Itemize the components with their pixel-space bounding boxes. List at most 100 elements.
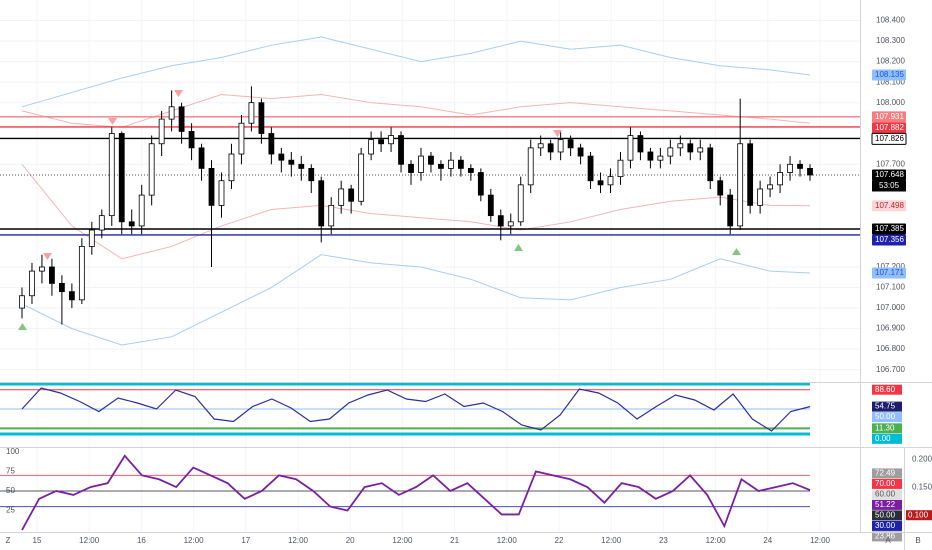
osc-label-bg — [872, 384, 902, 395]
candle-body — [278, 153, 285, 161]
candle-body — [547, 143, 554, 153]
candle-body — [747, 143, 754, 206]
candle-body — [268, 133, 275, 155]
countdown-bg — [872, 180, 906, 192]
candle-body — [697, 147, 704, 153]
candle-body — [238, 122, 245, 155]
candle-body — [29, 270, 35, 297]
candle-body — [457, 159, 464, 169]
candle-body — [148, 143, 155, 196]
sell-signal — [43, 253, 52, 260]
price-label-bg — [872, 267, 906, 279]
corner-label: A — [885, 536, 891, 545]
rsi-y2-tick-label: 0.150 — [912, 482, 932, 491]
x-tick-label: 12:00 — [497, 536, 518, 545]
candle-body — [158, 118, 165, 145]
y-tick-label: 108.000 — [876, 98, 905, 107]
candle-body — [138, 194, 145, 227]
candle-body — [477, 172, 484, 196]
rsi-label: 60.00 — [875, 490, 896, 499]
y-tick-label: 106.700 — [876, 365, 905, 374]
candle-body — [98, 215, 105, 231]
band — [21, 163, 811, 260]
rsi-label: 50.00 — [875, 511, 896, 520]
candle-body — [767, 184, 774, 190]
candle-body — [797, 163, 803, 169]
candle-body — [108, 133, 115, 217]
candle-body — [368, 139, 375, 155]
candle-body — [677, 143, 684, 149]
candle-body — [567, 139, 574, 149]
candle-body — [467, 168, 474, 173]
rsi-tick-label: 100 — [6, 447, 20, 456]
candle-body — [448, 159, 454, 169]
rsi-tick-label: 25 — [6, 506, 15, 515]
candle-body — [717, 180, 724, 196]
candle-body — [178, 106, 185, 132]
candle-body — [507, 221, 514, 227]
x-tick-label: 12:00 — [601, 536, 622, 545]
candle-body — [49, 266, 55, 284]
y-tick-label: 106.800 — [876, 344, 905, 353]
x-tick-label: 17 — [241, 536, 250, 545]
candle-body — [757, 188, 764, 206]
osc-label-bg — [872, 412, 902, 423]
candle-body — [438, 163, 444, 169]
candle-body — [487, 194, 494, 217]
osc-line — [21, 387, 811, 432]
osc-label-bg — [872, 401, 902, 412]
osc-label: 50.00 — [875, 412, 896, 421]
osc-label: 11.30 — [875, 423, 895, 432]
candle-body — [398, 135, 404, 165]
candle-body — [68, 291, 75, 301]
rsi-label: 51.22 — [875, 500, 896, 509]
candle-body — [557, 139, 564, 153]
candle-body — [627, 135, 634, 161]
candle-body — [737, 143, 744, 227]
candle-body — [88, 229, 95, 247]
rsi-tick-label: 75 — [6, 467, 15, 476]
osc-label: 54.75 — [875, 402, 896, 411]
rsi-label-bg — [872, 499, 902, 510]
price-label-bg — [872, 111, 906, 123]
price-label-bg — [872, 200, 906, 212]
candle-body — [378, 139, 384, 145]
candle-body — [318, 180, 325, 227]
y-tick-label: 107.000 — [876, 303, 905, 312]
corner-label: B — [915, 536, 920, 545]
sell-signal — [553, 130, 562, 137]
candle-body — [527, 147, 534, 186]
x-tick-label: 24 — [763, 536, 772, 545]
candle-body — [168, 106, 175, 120]
candle-body — [597, 180, 604, 186]
rsi-label-bg — [872, 520, 902, 531]
candle-body — [39, 266, 45, 272]
rsi-label-bg — [872, 478, 902, 489]
rsi-label-bg — [872, 468, 902, 479]
candle-body — [288, 159, 295, 165]
x-tick-label: 12:00 — [184, 536, 205, 545]
price-label: 107.648 — [875, 170, 904, 179]
candle-body — [218, 180, 225, 206]
price-label-bg — [872, 122, 906, 134]
candle-body — [308, 168, 315, 182]
candle-body — [537, 143, 544, 149]
candle-body — [298, 163, 305, 169]
candle-body — [78, 246, 85, 301]
candle-body — [617, 159, 624, 178]
candle-body — [657, 155, 664, 161]
x-tick-label: 20 — [346, 536, 355, 545]
candle-body — [198, 147, 205, 169]
price-label-bg — [871, 132, 907, 145]
price-label-bg — [872, 234, 906, 246]
rsi-y2-label: 0.100 — [908, 510, 929, 519]
candle-body — [258, 102, 265, 134]
candle-body — [517, 184, 524, 223]
x-tick-label: 23 — [659, 536, 668, 545]
candle-body — [118, 133, 125, 223]
x-tick-label: 12:00 — [810, 536, 831, 545]
candle-body — [777, 172, 783, 186]
